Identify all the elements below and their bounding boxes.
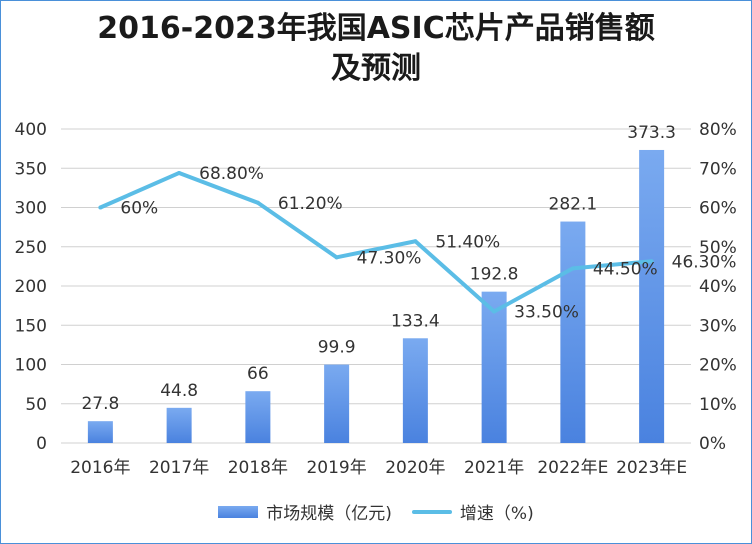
- x-tick-label: 2016年: [70, 458, 130, 478]
- legend-line-swatch: [411, 509, 452, 514]
- bar[interactable]: [402, 338, 428, 443]
- y-left-tick-label: 350: [15, 159, 47, 179]
- y-right-tick-label: 40%: [699, 277, 737, 297]
- y-right-tick-label: 20%: [699, 356, 737, 376]
- legend-bar-swatch: [218, 505, 259, 518]
- line-point[interactable]: [255, 200, 260, 205]
- y-right-tick-label: 70%: [699, 159, 737, 179]
- bar-value-label: 99.9: [318, 338, 356, 358]
- line-value-label: 51.40%: [435, 232, 500, 252]
- line-point[interactable]: [98, 205, 103, 210]
- y-right-tick-label: 30%: [699, 316, 737, 336]
- gridlines: [61, 128, 691, 444]
- data-labels: 27.8 44.8 66 99.9 133.4 192.8 282.1 373.3 60% 68.…: [81, 123, 736, 414]
- x-tick-label: 2022年E: [537, 458, 608, 478]
- bar[interactable]: [324, 364, 350, 443]
- line-point[interactable]: [334, 255, 339, 260]
- line-point[interactable]: [413, 239, 418, 244]
- chart-title: 2016-2023年我国ASIC芯片产品销售额 及预测: [1, 9, 751, 89]
- bar-value-label: 192.8: [470, 265, 519, 285]
- y-left-tick-label: 400: [15, 120, 47, 140]
- x-tick-label: 2018年: [228, 458, 288, 478]
- bar[interactable]: [87, 421, 113, 443]
- bar[interactable]: [481, 291, 507, 443]
- line-point[interactable]: [570, 266, 575, 271]
- line-value-label: 44.50%: [593, 259, 658, 279]
- line-value-label: 68.80%: [199, 164, 264, 184]
- x-tick-label: 2017年: [149, 458, 209, 478]
- line-value-label: 60%: [120, 199, 158, 219]
- x-tick-label: 2020年: [385, 458, 445, 478]
- chart-title-line-1: 2016-2023年我国ASIC芯片产品销售额: [97, 11, 655, 46]
- bar-value-label: 282.1: [549, 195, 598, 215]
- chart-title-line-2: 及预测: [331, 51, 421, 86]
- bar-value-label: 373.3: [627, 123, 676, 143]
- y-left-tick-label: 200: [15, 277, 47, 297]
- x-tick-label: 2023年E: [616, 458, 687, 478]
- legend-line-label: 增速（%): [459, 504, 534, 524]
- x-tick-label: 2021年: [464, 458, 524, 478]
- y-left-tick-label: 300: [15, 199, 47, 219]
- legend-bar-label: 市场规模（亿元): [266, 504, 392, 524]
- y-left-tick-label: 50: [25, 395, 47, 415]
- line-point[interactable]: [177, 170, 182, 175]
- bar[interactable]: [166, 407, 192, 443]
- bar[interactable]: [245, 391, 271, 443]
- growth-line[interactable]: [99, 170, 652, 314]
- y-right-tick-label: 50%: [699, 238, 737, 258]
- bar-value-label: 66: [247, 364, 269, 384]
- y-left-tick-label: 250: [15, 238, 47, 258]
- bar-value-label: 133.4: [391, 311, 440, 331]
- axis-labels: 0 0% 50 10% 100 20% 150 30% 200 40% 250 50% 300 60% 35…: [15, 120, 737, 478]
- line-point[interactable]: [649, 259, 654, 264]
- legend-item-line[interactable]: 增速（%): [411, 499, 534, 524]
- line-value-label: 61.20%: [278, 194, 343, 214]
- bar[interactable]: [560, 221, 586, 443]
- line-series: [98, 170, 654, 314]
- legend-item-bar[interactable]: 市场规模（亿元): [218, 499, 392, 524]
- line-value-label: 46.30%: [672, 252, 737, 272]
- y-left-tick-label: 150: [15, 316, 47, 336]
- bar[interactable]: [639, 149, 665, 443]
- bar-series: [87, 149, 665, 443]
- line-point[interactable]: [492, 309, 497, 314]
- y-right-tick-label: 10%: [699, 395, 737, 415]
- x-tick-label: 2019年: [306, 458, 366, 478]
- bar-value-label: 27.8: [81, 394, 119, 414]
- y-right-tick-label: 80%: [699, 120, 737, 140]
- y-right-tick-label: 0%: [699, 434, 726, 454]
- legend: 市场规模（亿元) 增速（%): [1, 499, 751, 524]
- line-value-label: 33.50%: [514, 303, 579, 323]
- y-left-tick-label: 100: [15, 356, 47, 376]
- bar-value-label: 44.8: [160, 381, 198, 401]
- y-left-tick-label: 0: [36, 434, 47, 454]
- y-right-tick-label: 60%: [699, 199, 737, 219]
- line-value-label: 47.30%: [357, 248, 422, 268]
